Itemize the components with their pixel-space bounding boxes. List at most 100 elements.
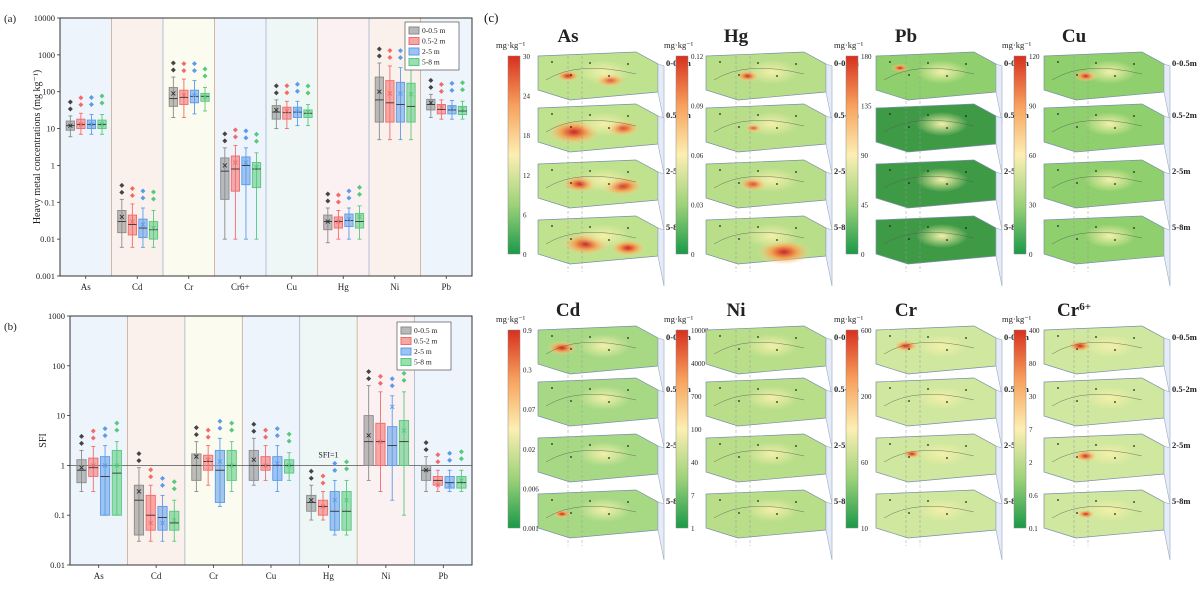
category-band	[214, 18, 266, 276]
layer-side	[825, 115, 833, 175]
contour-line	[545, 232, 637, 245]
sample-point	[627, 227, 629, 229]
sample-point	[908, 182, 910, 184]
outlier-point	[274, 433, 280, 439]
sample-point	[795, 63, 797, 65]
contour-line	[545, 342, 637, 355]
legend-label: 0.5-2 m	[422, 37, 445, 46]
outlier-point	[222, 131, 228, 137]
depth-layer	[875, 215, 1003, 287]
mean-marker	[435, 482, 441, 488]
color-bar-tick: 7	[691, 492, 695, 500]
sample-point	[1114, 457, 1116, 459]
contour-line	[545, 506, 637, 519]
box-Pb-series-3	[447, 80, 457, 120]
layer-side	[657, 171, 665, 231]
mean-marker	[243, 160, 249, 165]
box-body	[99, 456, 111, 516]
map-title: Pb	[895, 26, 917, 47]
contour-zone	[916, 168, 968, 192]
outlier-point	[243, 135, 249, 141]
color-bar	[1013, 55, 1027, 255]
unit-label: mg·kg⁻¹	[834, 314, 864, 324]
outlier-point	[170, 67, 176, 73]
sample-point	[946, 401, 948, 403]
depth-label: 2-5m	[834, 166, 852, 176]
color-bar-tick: 6	[523, 211, 527, 219]
box-Cr-series-2	[179, 61, 189, 118]
outlier-point	[202, 66, 208, 72]
sample-point	[1095, 500, 1097, 502]
box-body	[375, 422, 386, 466]
sample-point	[738, 74, 740, 76]
outlier-point	[325, 198, 331, 204]
outlier-point	[181, 61, 187, 67]
color-bar-tick: 600	[861, 327, 872, 335]
outlier-point	[447, 450, 453, 456]
box-body	[133, 484, 145, 536]
sample-point	[1114, 401, 1116, 403]
depth-label: 5-8m	[1172, 496, 1190, 506]
sample-point	[908, 74, 910, 76]
sample-point	[776, 183, 778, 185]
layer-side	[1163, 227, 1171, 287]
color-bar-tick: 135	[861, 103, 872, 111]
contour-zone	[1084, 224, 1136, 248]
map-Hg: Hgmg·kg⁻¹0.120.090.060.0300-0.5m0.5-2m2-…	[664, 26, 859, 287]
mean-marker	[202, 94, 208, 100]
box-Cr6+-series-3	[241, 128, 251, 240]
mean-marker	[423, 467, 429, 473]
sample-point	[1095, 388, 1097, 390]
layer-side	[1163, 171, 1171, 231]
outlier-point	[286, 431, 292, 437]
color-bar	[507, 329, 521, 529]
mean-marker	[181, 92, 187, 98]
y-tick-label: 1	[51, 160, 55, 170]
sample-point	[1057, 113, 1059, 115]
mean-marker	[449, 105, 455, 111]
depth-layer	[1043, 489, 1171, 561]
color-bar-tick: 4000	[691, 360, 706, 368]
outlier-point	[376, 53, 382, 59]
y-tick-label: 0.001	[36, 271, 55, 281]
box-Hg-series-4	[354, 184, 365, 240]
contour-line	[883, 120, 975, 133]
contour-zone	[578, 442, 630, 466]
box-Ni-series-4	[398, 370, 410, 516]
contour-line	[713, 120, 805, 133]
sample-point	[738, 512, 740, 514]
sample-point	[551, 225, 553, 227]
sample-point	[551, 387, 553, 389]
outlier-point	[320, 480, 326, 486]
box-Pb-series-4	[457, 80, 468, 120]
color-bar-tick: 180	[861, 53, 872, 61]
sample-point	[1076, 126, 1078, 128]
map-title: Cr6+	[1057, 300, 1091, 321]
map-title: Ni	[727, 300, 746, 321]
depth-label: 0.5-2m	[1172, 384, 1197, 394]
contour-zone	[916, 60, 968, 84]
sample-point	[927, 114, 929, 116]
depth-label: 5-8m	[1172, 222, 1190, 232]
sample-point	[795, 445, 797, 447]
layer-side	[995, 63, 1003, 123]
outlier-point	[232, 127, 238, 133]
mean-marker	[119, 214, 125, 220]
sample-point	[608, 513, 610, 515]
category-band	[242, 316, 300, 565]
color-bar	[507, 55, 521, 255]
x-tick-label: Cd	[151, 571, 162, 581]
layer-side	[995, 115, 1003, 175]
sample-point	[719, 499, 721, 501]
layer-side	[825, 445, 833, 505]
box-body	[395, 81, 406, 123]
mean-marker	[295, 108, 300, 114]
outlier-point	[171, 479, 177, 485]
box-Pb-series-3	[444, 450, 455, 492]
sample-point	[1057, 61, 1059, 63]
mean-marker	[90, 463, 96, 468]
box-Cr-series-3	[214, 418, 226, 507]
sample-point	[757, 388, 759, 390]
color-bar-tick: 400	[1029, 327, 1040, 335]
